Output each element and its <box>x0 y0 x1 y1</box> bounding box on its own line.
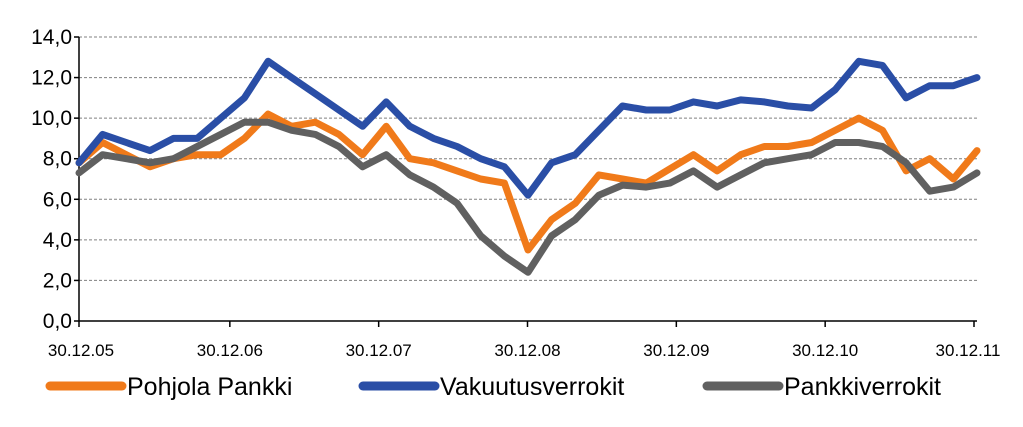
series-line-3 <box>75 118 981 276</box>
x-tick-label: 30.12.08 <box>494 341 560 360</box>
legend-label: Pankkiverrokit <box>784 373 941 401</box>
legend-label: Pohjola Pankki <box>127 373 292 401</box>
y-tick-label: 12,0 <box>31 67 72 90</box>
y-tick-label: 0,0 <box>43 310 72 333</box>
series-line-2 <box>75 57 981 199</box>
y-tick-label: 14,0 <box>31 26 72 49</box>
y-tick-label: 10,0 <box>31 107 72 130</box>
x-tick-label: 30.12.11 <box>936 341 1001 360</box>
x-tick-label: 30.12.06 <box>197 341 263 360</box>
series-lines <box>75 57 981 276</box>
y-tick-label: 4,0 <box>43 229 72 252</box>
y-tick-label: 2,0 <box>43 269 72 292</box>
y-tick-label: 6,0 <box>43 188 72 211</box>
x-tick-label: 30.12.05 <box>48 341 114 360</box>
x-tick-label: 30.12.10 <box>792 341 858 360</box>
x-tick-label: 30.12.07 <box>346 341 412 360</box>
x-tick-label: 30.12.09 <box>643 341 709 360</box>
axes: 0,0 2,0 4,0 6,0 8,0 10,0 12,0 14,0 30.12.05 30.12… <box>31 26 1000 360</box>
legend-label: Vakuutusverrokit <box>440 373 624 401</box>
y-tick-label: 8,0 <box>43 148 72 171</box>
legend: Pohjola Pankki Vakuutusverrokit Pankkiverr… <box>45 373 941 401</box>
series-line-1 <box>75 110 981 254</box>
